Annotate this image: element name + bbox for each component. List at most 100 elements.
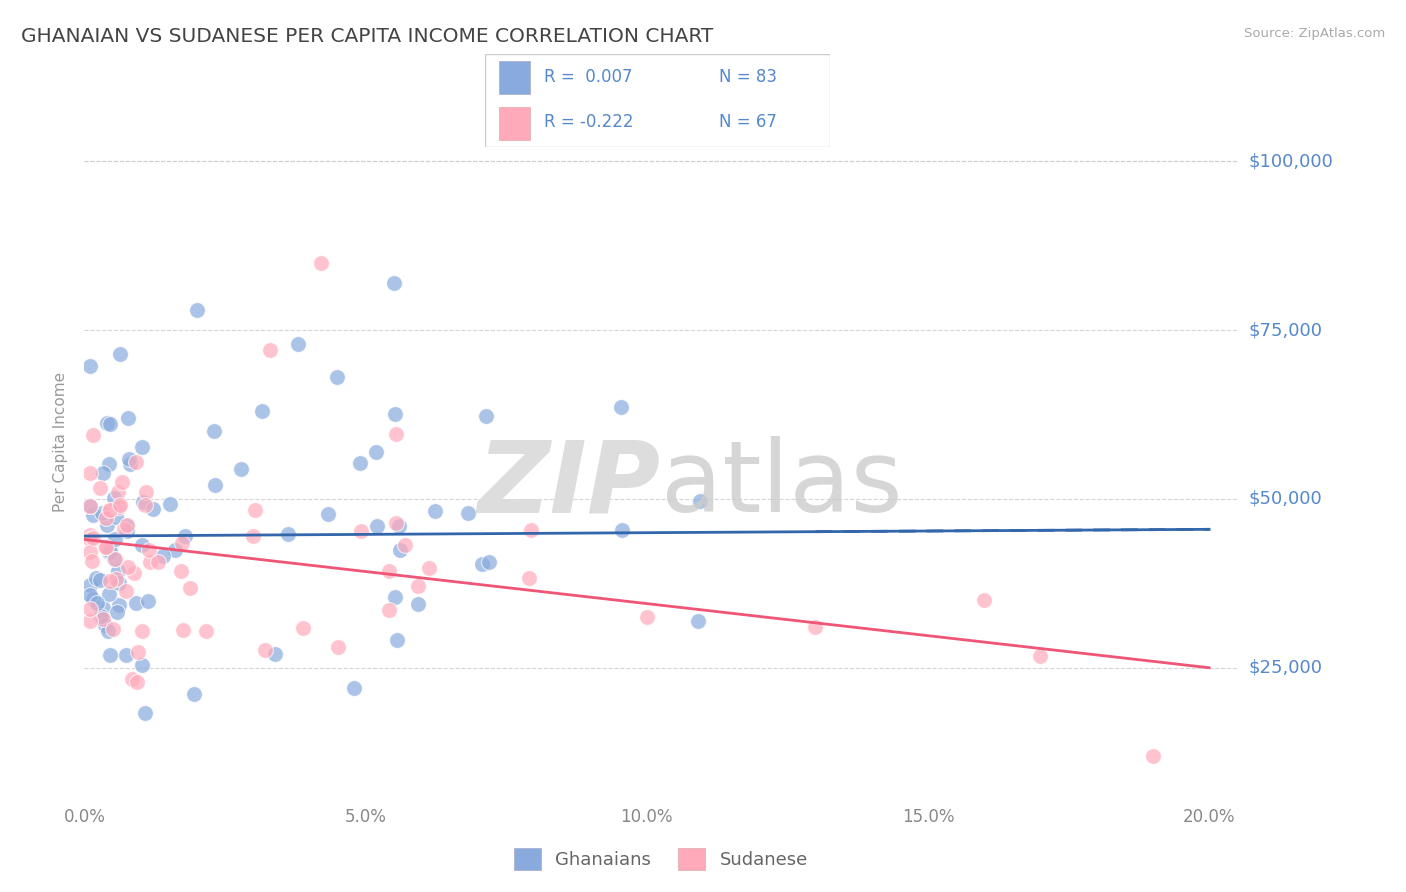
Point xyxy=(96,416,118,430)
Point xyxy=(98,502,121,516)
Point xyxy=(364,445,387,459)
Point xyxy=(91,600,114,615)
Text: $100,000: $100,000 xyxy=(1249,153,1333,170)
Point xyxy=(125,597,148,611)
Point xyxy=(287,336,309,351)
Point xyxy=(1029,649,1052,664)
Point xyxy=(104,552,127,566)
Point xyxy=(384,516,406,530)
Point xyxy=(388,518,411,533)
Point xyxy=(259,343,281,358)
Point xyxy=(115,583,138,598)
Point xyxy=(97,624,120,639)
Point xyxy=(636,610,658,624)
Point xyxy=(132,495,155,509)
Point xyxy=(471,557,494,571)
Point xyxy=(94,540,117,554)
Point xyxy=(79,466,101,480)
Point xyxy=(170,535,193,549)
Point xyxy=(98,458,121,472)
Point xyxy=(94,540,117,554)
Point xyxy=(804,620,827,634)
Point xyxy=(89,573,111,587)
Point xyxy=(122,566,145,581)
Point xyxy=(131,440,153,454)
Point xyxy=(243,503,266,517)
Text: $50,000: $50,000 xyxy=(1249,490,1322,508)
Point xyxy=(174,529,197,543)
Point xyxy=(104,572,127,586)
Text: $25,000: $25,000 xyxy=(1249,659,1323,677)
Point xyxy=(136,594,159,608)
Point xyxy=(194,624,217,639)
Point xyxy=(152,549,174,563)
Point xyxy=(98,543,121,558)
Point xyxy=(84,570,107,584)
Text: ZIP: ZIP xyxy=(478,436,661,533)
Text: N = 67: N = 67 xyxy=(720,113,778,131)
Point xyxy=(79,544,101,558)
Point xyxy=(366,519,388,533)
Point xyxy=(159,497,181,511)
Point xyxy=(423,504,446,518)
Point xyxy=(388,542,411,557)
Point xyxy=(91,612,114,626)
Point xyxy=(204,478,226,492)
Point xyxy=(378,602,401,616)
Point xyxy=(115,517,138,532)
Point xyxy=(115,524,138,539)
Point xyxy=(478,555,501,569)
Point xyxy=(170,564,193,578)
Text: R = -0.222: R = -0.222 xyxy=(544,113,633,131)
Point xyxy=(103,552,125,566)
Point xyxy=(90,609,112,624)
Point xyxy=(163,543,186,558)
FancyBboxPatch shape xyxy=(499,61,530,94)
Point xyxy=(457,506,479,520)
Point xyxy=(343,681,366,696)
Point xyxy=(250,404,273,418)
Point xyxy=(125,674,148,689)
Point xyxy=(186,302,208,317)
Point xyxy=(610,400,633,414)
Point xyxy=(117,411,139,425)
Point xyxy=(138,543,160,558)
Point xyxy=(142,502,165,516)
Point xyxy=(79,532,101,546)
Point xyxy=(309,255,332,269)
Point xyxy=(131,658,153,673)
Point xyxy=(79,588,101,602)
Point xyxy=(98,502,121,516)
Point xyxy=(229,462,252,476)
Point xyxy=(277,527,299,541)
Point xyxy=(242,529,264,543)
Point xyxy=(79,578,101,592)
Point xyxy=(79,359,101,373)
Point xyxy=(291,621,314,635)
Point xyxy=(89,481,111,495)
Point xyxy=(90,612,112,626)
Point xyxy=(82,508,104,522)
Point xyxy=(112,522,135,536)
Point xyxy=(107,564,129,578)
Point xyxy=(131,538,153,552)
Point xyxy=(406,597,429,611)
Point xyxy=(350,524,373,538)
Point xyxy=(98,545,121,559)
Point xyxy=(82,428,104,442)
Point xyxy=(105,605,128,619)
FancyBboxPatch shape xyxy=(485,54,830,147)
Point xyxy=(418,560,440,574)
Point xyxy=(688,615,710,629)
Point xyxy=(124,455,146,469)
Point xyxy=(121,672,143,686)
Text: Source: ZipAtlas.com: Source: ZipAtlas.com xyxy=(1244,27,1385,40)
Point xyxy=(179,581,201,595)
Point xyxy=(349,456,371,470)
Point xyxy=(326,370,349,384)
Point xyxy=(139,555,162,569)
Point xyxy=(326,640,349,654)
Point xyxy=(82,531,104,545)
Point xyxy=(104,510,127,524)
Point xyxy=(973,592,995,607)
